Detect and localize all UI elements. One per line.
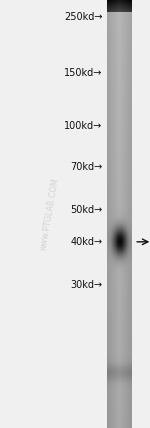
Text: 100kd→: 100kd→ bbox=[64, 121, 102, 131]
Text: 70kd→: 70kd→ bbox=[70, 162, 102, 172]
Text: www.PTGLAB.COM: www.PTGLAB.COM bbox=[39, 177, 61, 251]
Text: 150kd→: 150kd→ bbox=[64, 68, 102, 78]
Text: 50kd→: 50kd→ bbox=[70, 205, 102, 215]
Text: 30kd→: 30kd→ bbox=[70, 279, 102, 290]
Text: 40kd→: 40kd→ bbox=[70, 237, 102, 247]
Text: 250kd→: 250kd→ bbox=[64, 12, 102, 22]
